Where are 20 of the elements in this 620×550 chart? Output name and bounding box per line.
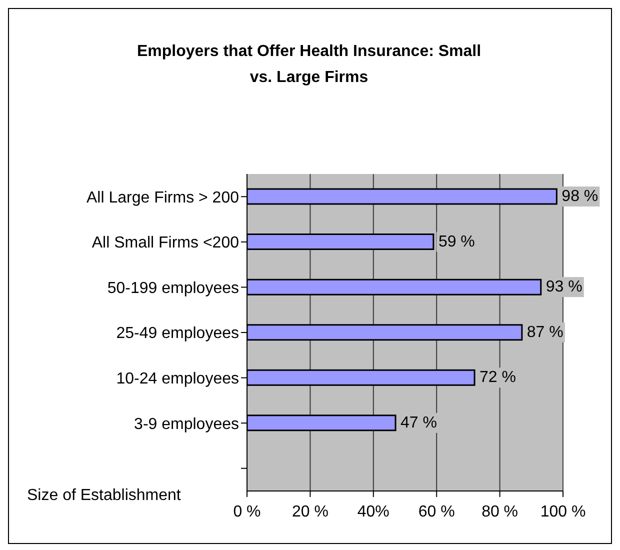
y-tick-label: All Small Firms <200 [92, 234, 240, 252]
chart-title: Employers that Offer Health Insurance: Small vs. Large Firms [136, 42, 482, 88]
y-tick-label: All Large Firms > 200 [86, 189, 240, 206]
x-tick-label: 80 % [482, 503, 518, 520]
x-tick-label: 60 % [418, 503, 455, 520]
data-label: 59 % [438, 233, 475, 250]
data-label: 98 % [562, 188, 598, 205]
data-label: 72 % [480, 369, 516, 386]
y-tick-label: 3-9 employees [134, 416, 239, 433]
y-tick-label: 50-199 employees [107, 280, 239, 297]
data-label: 93 % [546, 278, 582, 296]
y-axis-title: Size of Establishment [27, 487, 181, 505]
y-tick-label: 25-49 employees [116, 325, 239, 342]
y-tick-label: 10-24 employees [116, 370, 239, 388]
data-label: 47 % [400, 414, 437, 432]
data-label: 87 % [526, 324, 564, 341]
x-tick-label: 0 % [233, 503, 261, 520]
x-tick-label: 40% [357, 503, 390, 520]
x-tick-label: 20 % [292, 503, 328, 520]
x-tick-label: 100 % [540, 503, 586, 520]
